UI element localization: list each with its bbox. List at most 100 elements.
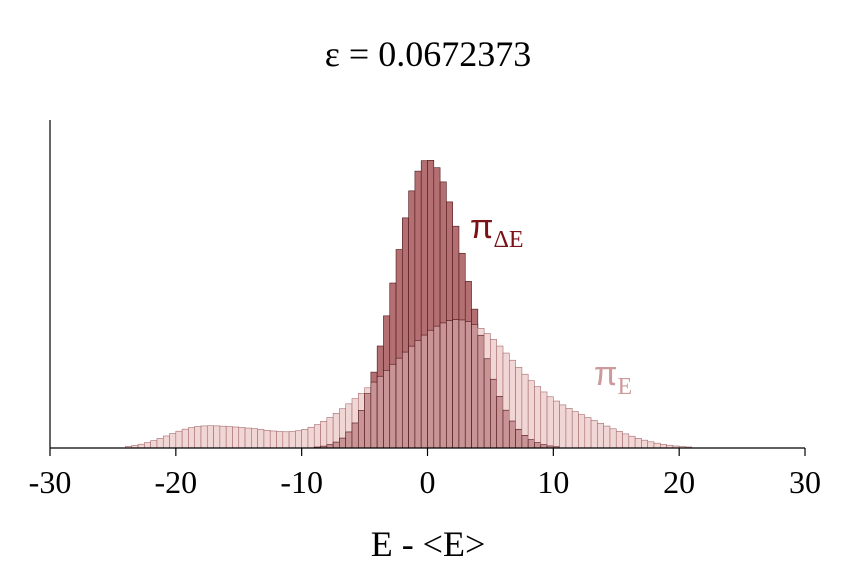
bar-overlap <box>534 442 542 449</box>
bar-pi-E <box>641 439 649 449</box>
bar-pi-E <box>194 426 202 449</box>
bar-pi-E <box>647 441 655 449</box>
x-ticks: -30 -20 -10 0 10 20 30 <box>29 448 821 500</box>
bar-overlap <box>439 322 447 449</box>
bar-pi-E <box>628 435 636 449</box>
bar-overlap <box>420 334 428 449</box>
bar-pi-E <box>295 430 302 449</box>
bar-overlap <box>383 369 391 449</box>
bar-pi-E <box>546 396 554 449</box>
bar-pi-E <box>597 422 604 449</box>
bar-pi-E <box>282 431 290 449</box>
bar-overlap <box>408 345 416 449</box>
bar-overlap <box>402 351 409 449</box>
bar-overlap <box>364 393 372 449</box>
bar-overlap <box>376 375 384 449</box>
bar-pi-E <box>301 429 309 449</box>
bar-pi-E <box>200 425 208 449</box>
bar-pi-E <box>584 417 592 449</box>
x-tick-label: 0 <box>420 464 436 500</box>
bar-pi-E <box>181 428 189 449</box>
bar-pi-E <box>206 425 214 449</box>
bar-pi-E <box>213 425 221 449</box>
series-label-pi-E: πE <box>594 355 632 400</box>
bar-overlap <box>508 420 516 449</box>
bar-pi-E <box>320 420 328 449</box>
bar-overlap <box>502 409 510 449</box>
bar-pi-E <box>188 427 196 449</box>
x-tick-label: -20 <box>155 464 198 500</box>
series-label-pi-E-main: π <box>594 355 617 393</box>
bar-overlap <box>345 431 353 449</box>
bar-pi-E <box>251 428 258 449</box>
bar-overlap <box>477 334 485 449</box>
series-label-pi-dE: πΔE <box>470 208 524 253</box>
x-tick-label: 10 <box>537 464 569 500</box>
bar-pi-E <box>313 424 321 449</box>
series-label-pi-E-sub: E <box>617 374 632 400</box>
bar-overlap <box>527 439 535 449</box>
bar-pi-E <box>653 442 661 449</box>
bar-pi-E <box>615 431 623 449</box>
bar-pi-E <box>578 414 586 449</box>
bar-overlap <box>357 410 365 449</box>
bar-pi-E <box>307 426 315 449</box>
bar-overlap <box>464 321 472 449</box>
bar-pi-E <box>276 431 284 449</box>
bar-overlap <box>414 340 422 449</box>
bar-overlap <box>433 325 441 449</box>
bar-pi-E <box>634 438 642 449</box>
bar-pi-E <box>244 427 252 449</box>
series-label-pi-dE-main: π <box>470 208 493 246</box>
bar-overlap <box>395 357 403 449</box>
bars-layer <box>125 159 693 449</box>
bar-pi-E <box>603 425 611 449</box>
bar-pi-E <box>534 386 542 449</box>
bar-overlap <box>452 319 460 449</box>
bar-pi-E <box>219 425 227 449</box>
bar-pi-E <box>169 433 177 449</box>
bar-pi-E <box>150 440 158 449</box>
bar-pi-E <box>527 380 535 449</box>
bar-pi-E <box>590 420 598 449</box>
bar-overlap <box>458 319 466 449</box>
x-tick-label: 20 <box>663 464 695 500</box>
x-axis-label: E - <E> <box>371 524 486 564</box>
bar-pi-E <box>609 428 617 449</box>
bar-overlap <box>496 396 504 449</box>
bar-pi-E <box>565 408 573 449</box>
bar-overlap <box>370 381 378 449</box>
bar-overlap <box>332 441 340 449</box>
bar-pi-E <box>326 417 334 449</box>
bar-pi-E <box>553 400 560 449</box>
bar-pi-E <box>269 430 277 449</box>
bar-overlap <box>339 437 347 449</box>
bar-pi-E <box>257 429 265 449</box>
x-tick-label: -10 <box>280 464 323 500</box>
x-tick-label: -30 <box>29 464 72 500</box>
bar-overlap <box>389 363 397 449</box>
bar-pi-E <box>162 435 170 449</box>
bar-pi-E <box>225 426 233 449</box>
bar-overlap <box>427 329 435 449</box>
bar-pi-E <box>156 438 164 449</box>
bar-overlap <box>446 320 453 449</box>
bar-overlap <box>521 435 529 449</box>
bar-pi-E <box>263 429 271 449</box>
bar-overlap <box>471 324 479 449</box>
bar-pi-E <box>540 391 548 449</box>
bar-pi-E <box>559 404 567 449</box>
series-label-pi-dE-sub: ΔE <box>493 227 523 253</box>
bar-pi-E <box>571 411 579 449</box>
x-tick-label: 30 <box>789 464 821 500</box>
bar-overlap <box>490 378 498 449</box>
bar-overlap <box>351 422 359 449</box>
bar-pi-E <box>288 431 296 449</box>
bar-pi-E <box>144 442 151 449</box>
bar-pi-E <box>622 433 630 449</box>
bar-pi-E <box>238 427 246 449</box>
bar-overlap <box>483 358 491 449</box>
bar-pi-E <box>175 430 183 449</box>
bar-overlap <box>515 428 523 449</box>
